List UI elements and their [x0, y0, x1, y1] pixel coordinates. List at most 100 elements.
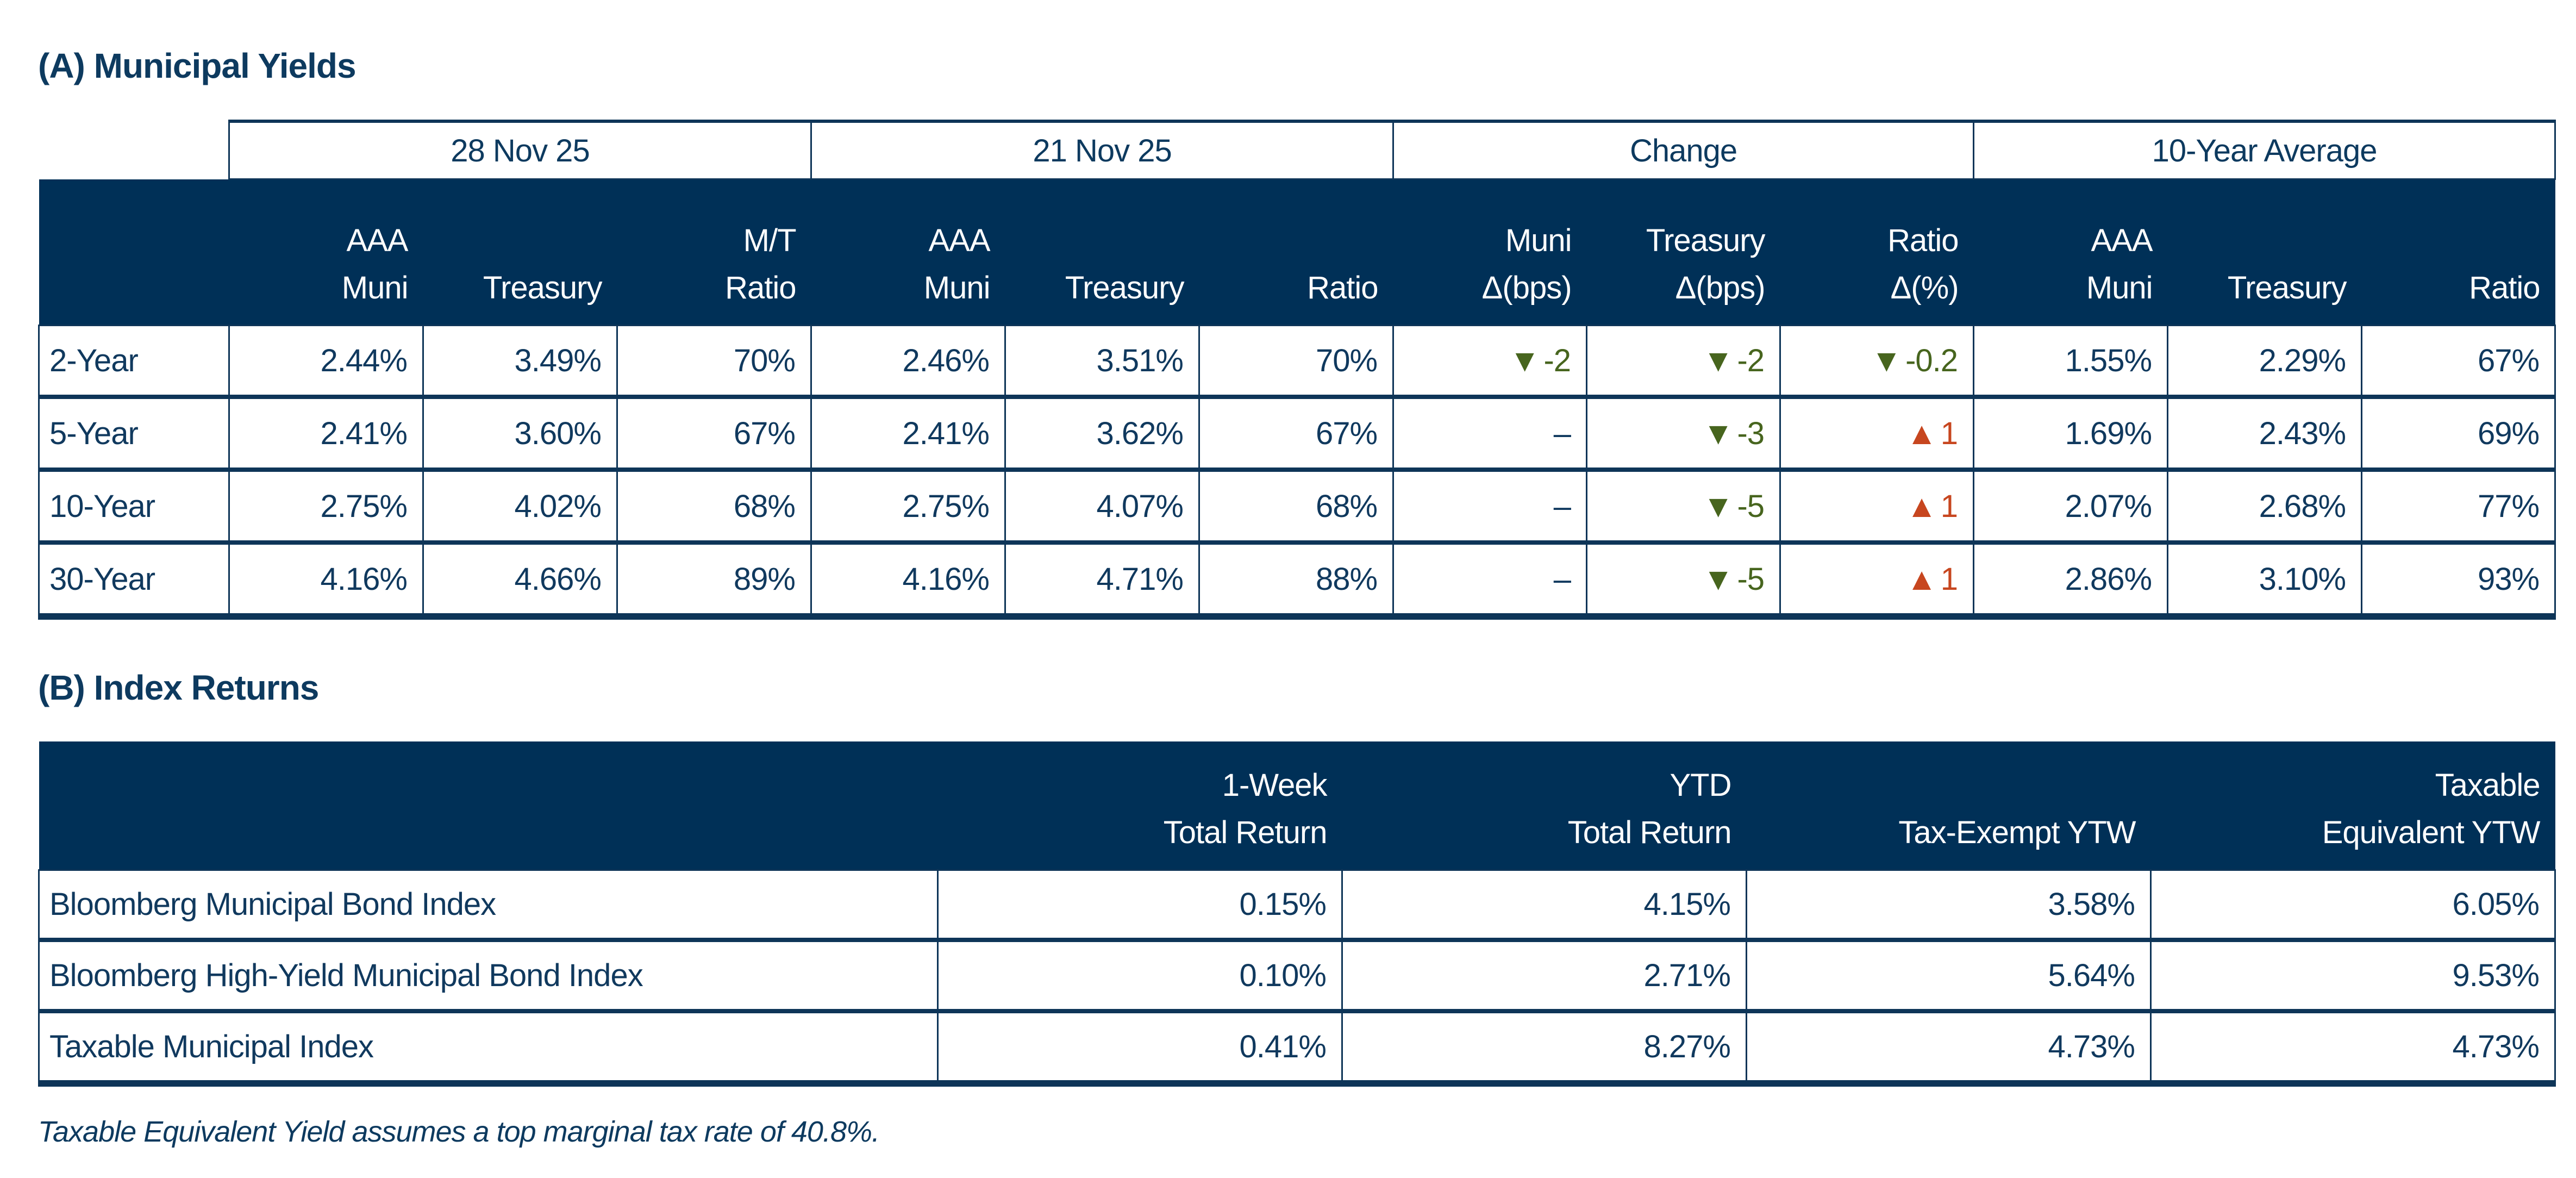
index-name: Bloomberg High-Yield Municipal Bond Inde…	[38, 938, 939, 1012]
return-cell: 6.05%	[2150, 869, 2556, 941]
up-triangle-icon: ▲	[1906, 415, 1937, 451]
table-row: 2-Year 2.44% 3.49% 70% 2.46% 3.51% 70% ▼ -2 ▼ -2 ▼ -…	[38, 325, 2556, 398]
column-header: Treasury Δ(bps)	[1586, 179, 1780, 326]
down-triangle-icon: ▼	[1703, 415, 1734, 451]
yield-cell: 68%	[1198, 468, 1395, 544]
return-cell: 2.71%	[1341, 938, 1747, 1012]
yield-cell: 3.60%	[422, 395, 618, 471]
table-row: 10-Year 2.75% 4.02% 68% 2.75% 4.07% 68% – ▼ -5 ▲ 1 2…	[38, 468, 2556, 544]
yield-cell: 1.55%	[1973, 325, 2169, 398]
yield-cell: 4.16%	[810, 540, 1006, 618]
change-value: –	[1553, 561, 1571, 597]
yield-cell: 2.46%	[810, 325, 1006, 398]
index-name: Taxable Municipal Index	[38, 1009, 939, 1084]
down-triangle-icon: ▼	[1703, 561, 1734, 597]
yield-cell: 2.29%	[2167, 325, 2363, 398]
yield-cell: 1.69%	[1973, 395, 2169, 471]
yield-cell: 2.86%	[1973, 540, 2169, 618]
down-triangle-icon: ▼	[1703, 488, 1734, 524]
return-cell: 8.27%	[1341, 1009, 1747, 1084]
column-header-row: 1-Week Total Return YTD Total Return Tax…	[39, 741, 2555, 870]
change-cell: ▼ -5	[1586, 468, 1781, 544]
yield-cell: 93%	[2361, 540, 2556, 618]
down-triangle-icon: ▼	[1871, 342, 1903, 378]
tax-rate-footnote: Taxable Equivalent Yield assumes a top m…	[38, 1115, 880, 1148]
yield-cell: 2.41%	[228, 395, 424, 471]
yield-cell: 2.75%	[228, 468, 424, 544]
return-cell: 0.10%	[937, 938, 1343, 1012]
yield-cell: 67%	[616, 395, 812, 471]
column-header: AAA Muni	[229, 179, 423, 326]
column-header: AAA Muni	[811, 179, 1005, 326]
group-header-10yr-average: 10-Year Average	[1973, 120, 2556, 180]
yield-cell: 70%	[616, 325, 812, 398]
yield-cell: 2.44%	[228, 325, 424, 398]
yield-cell: 4.16%	[228, 540, 424, 618]
group-header-28nov25: 28 Nov 25	[228, 120, 812, 180]
yield-cell: 67%	[2361, 325, 2556, 398]
return-cell: 4.73%	[2150, 1009, 2556, 1084]
index-name: Bloomberg Municipal Bond Index	[38, 869, 939, 941]
change-cell: ▲ 1	[1779, 540, 1975, 618]
up-triangle-icon: ▲	[1906, 488, 1937, 524]
yield-cell: 4.02%	[422, 468, 618, 544]
change-value: -2	[1737, 342, 1765, 378]
column-header: Treasury	[1005, 179, 1199, 326]
change-cell: ▼ -2	[1392, 325, 1588, 398]
column-header: Treasury	[2167, 179, 2362, 326]
change-cell: ▼ -3	[1586, 395, 1781, 471]
column-header-tax-exempt-ytw: Tax-Exempt YTW	[1746, 741, 2151, 870]
change-cell: ▼ -2	[1586, 325, 1781, 398]
down-triangle-icon: ▼	[1703, 342, 1734, 378]
yield-cell: 4.71%	[1004, 540, 1201, 618]
return-cell: 5.64%	[1746, 938, 2152, 1012]
column-header: Muni Δ(bps)	[1393, 179, 1587, 326]
change-cell: –	[1392, 540, 1588, 618]
change-value: -5	[1737, 561, 1765, 597]
column-header-ytd-total-return: YTD Total Return	[1342, 741, 1747, 870]
yield-cell: 4.66%	[422, 540, 618, 618]
column-header-blank	[39, 741, 938, 870]
yield-cell: 70%	[1198, 325, 1395, 398]
change-value: 1	[1940, 488, 1958, 524]
yield-cell: 2.41%	[810, 395, 1006, 471]
table-row: Taxable Municipal Index 0.41% 8.27% 4.73% 4.…	[38, 1009, 2556, 1084]
down-triangle-icon: ▼	[1509, 342, 1541, 378]
return-cell: 4.15%	[1341, 869, 1747, 941]
maturity-row-label: 30-Year	[38, 540, 230, 618]
section-a-title: (A) Municipal Yields	[38, 46, 357, 85]
return-cell: 3.58%	[1746, 869, 2152, 941]
change-value: -3	[1737, 415, 1765, 451]
change-value: 1	[1940, 415, 1958, 451]
yield-cell: 3.49%	[422, 325, 618, 398]
column-header: AAA Muni	[1973, 179, 2168, 326]
change-value: 1	[1940, 561, 1958, 597]
change-value: -0.2	[1905, 342, 1958, 378]
column-header: Ratio	[1199, 179, 1393, 326]
maturity-row-label: 5-Year	[38, 395, 230, 471]
change-value: -5	[1737, 488, 1765, 524]
maturity-row-label: 10-Year	[38, 468, 230, 544]
index-returns-table: 1-Week Total Return YTD Total Return Tax…	[38, 741, 2556, 1087]
yield-cell: 77%	[2361, 468, 2556, 544]
change-value: –	[1553, 415, 1571, 451]
change-cell: ▼ -5	[1586, 540, 1781, 618]
maturity-row-label: 2-Year	[38, 325, 230, 398]
yield-cell: 68%	[616, 468, 812, 544]
table-row: Bloomberg Municipal Bond Index 0.15% 4.15%…	[38, 869, 2556, 941]
column-header: M/T Ratio	[617, 179, 811, 326]
yield-cell: 2.68%	[2167, 468, 2363, 544]
return-cell: 4.73%	[1746, 1009, 2152, 1084]
yield-cell: 89%	[616, 540, 812, 618]
section-b-title: (B) Index Returns	[38, 668, 319, 707]
return-cell: 0.41%	[937, 1009, 1343, 1084]
change-value: -2	[1543, 342, 1571, 378]
column-header-taxable-equivalent-ytw: Taxable Equivalent YTW	[2150, 741, 2555, 870]
yield-cell: 2.75%	[810, 468, 1006, 544]
change-cell: –	[1392, 395, 1588, 471]
group-header-change: Change	[1392, 120, 1975, 180]
table-row: Bloomberg High-Yield Municipal Bond Inde…	[38, 938, 2556, 1012]
yield-cell: 3.51%	[1004, 325, 1201, 398]
municipal-yields-table: 28 Nov 25 21 Nov 25 Change 10-Year Avera…	[38, 120, 2556, 620]
table-row: 30-Year 4.16% 4.66% 89% 4.16% 4.71% 88% – ▼ -5 ▲ 1 2…	[38, 540, 2556, 618]
